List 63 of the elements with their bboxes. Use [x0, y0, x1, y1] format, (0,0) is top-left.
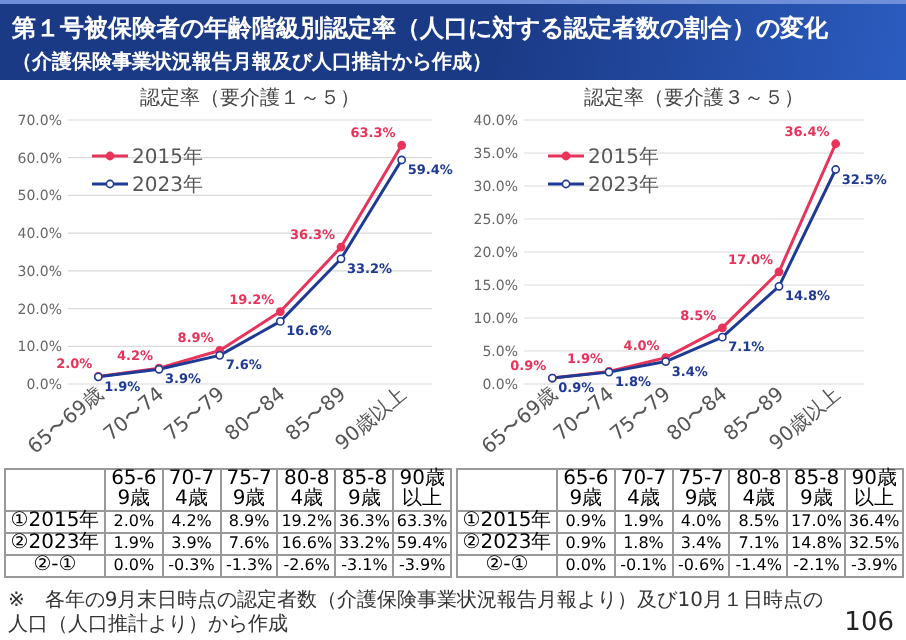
text: -0.6% — [672, 555, 730, 577]
text: 1.9% — [113, 534, 155, 552]
text: 0.0% — [557, 555, 615, 577]
text: 32.5% — [848, 534, 900, 552]
text: 17.0% — [791, 512, 842, 530]
text: ①2015年 — [5, 510, 105, 533]
text: -1.3% — [220, 555, 278, 577]
text: ②-① — [457, 554, 557, 577]
text: -0.1% — [614, 555, 673, 577]
text: 1.9% — [623, 512, 664, 530]
text: -3.9% — [393, 555, 451, 577]
text: 80-84歳 — [729, 468, 788, 511]
chart-title: 認定率（要介護３～５） — [584, 86, 804, 110]
text: 36.4% — [848, 512, 900, 530]
text: 19.2% — [281, 512, 333, 530]
text: -0.3% — [162, 555, 221, 577]
text: 2.0% — [113, 512, 155, 530]
text: 75-79歳 — [220, 468, 278, 511]
text: 80-84歳 — [277, 468, 336, 511]
text: 7.1% — [738, 534, 780, 552]
text: 7.6% — [228, 534, 270, 552]
text: 70-74歳 — [614, 468, 673, 511]
text: 65-69歳 — [105, 468, 163, 511]
text: ※ 各年の9月末日時点の認定者数（介護保険事業状況報告月報より）及び10月１日時点の人口（人口推計より）から作成 — [8, 590, 825, 638]
text: 65-69歳 — [557, 468, 615, 511]
legend-label: 2023年 — [132, 173, 203, 197]
chart-title: 認定率（要介護１～５） — [140, 86, 360, 110]
text: 16.6% — [281, 534, 333, 552]
legend-label: 2015年 — [132, 145, 203, 169]
text: -2.1% — [787, 555, 846, 577]
text: 75-79歳 — [672, 468, 730, 511]
legend-label: 2015年 — [588, 145, 659, 169]
text: 90歳以上 — [393, 468, 451, 511]
text: 90歳以上 — [845, 468, 903, 511]
legend-label: 2023年 — [588, 173, 659, 197]
text: 8.9% — [228, 512, 270, 530]
text: 14.8% — [791, 534, 842, 552]
text: 85-89歳 — [335, 468, 394, 511]
text: 3.9% — [171, 534, 212, 552]
text: 70-74歳 — [162, 468, 221, 511]
text: 0.0% — [105, 555, 163, 577]
text: 4.2% — [171, 512, 212, 530]
text: 59.4% — [396, 534, 448, 552]
text: 4.0% — [680, 512, 722, 530]
text: 0.9% — [565, 512, 607, 530]
text: 63.3% — [396, 512, 448, 530]
text: 0.9% — [565, 534, 607, 552]
text: -3.1% — [335, 555, 394, 577]
text: ①2015年 — [457, 510, 557, 533]
text: 33.2% — [339, 534, 390, 552]
header-band: 第１号被保険者の年齢階級別認定率（人口に対する認定者数の割合）の変化 （介護保険事業状況報告月報及び人口推計から作成） — [0, 0, 906, 80]
text: 106 — [844, 608, 894, 638]
text: ②2023年 — [457, 532, 557, 555]
text: 1.8% — [623, 534, 664, 552]
text: -1.4% — [729, 555, 788, 577]
text: 8.5% — [738, 512, 780, 530]
text: ②2023年 — [5, 532, 105, 555]
text: 3.4% — [680, 534, 722, 552]
text: 85-89歳 — [787, 468, 846, 511]
text: 36.3% — [339, 512, 390, 530]
text: -2.6% — [277, 555, 336, 577]
text: -3.9% — [845, 555, 903, 577]
text: ②-① — [5, 554, 105, 577]
